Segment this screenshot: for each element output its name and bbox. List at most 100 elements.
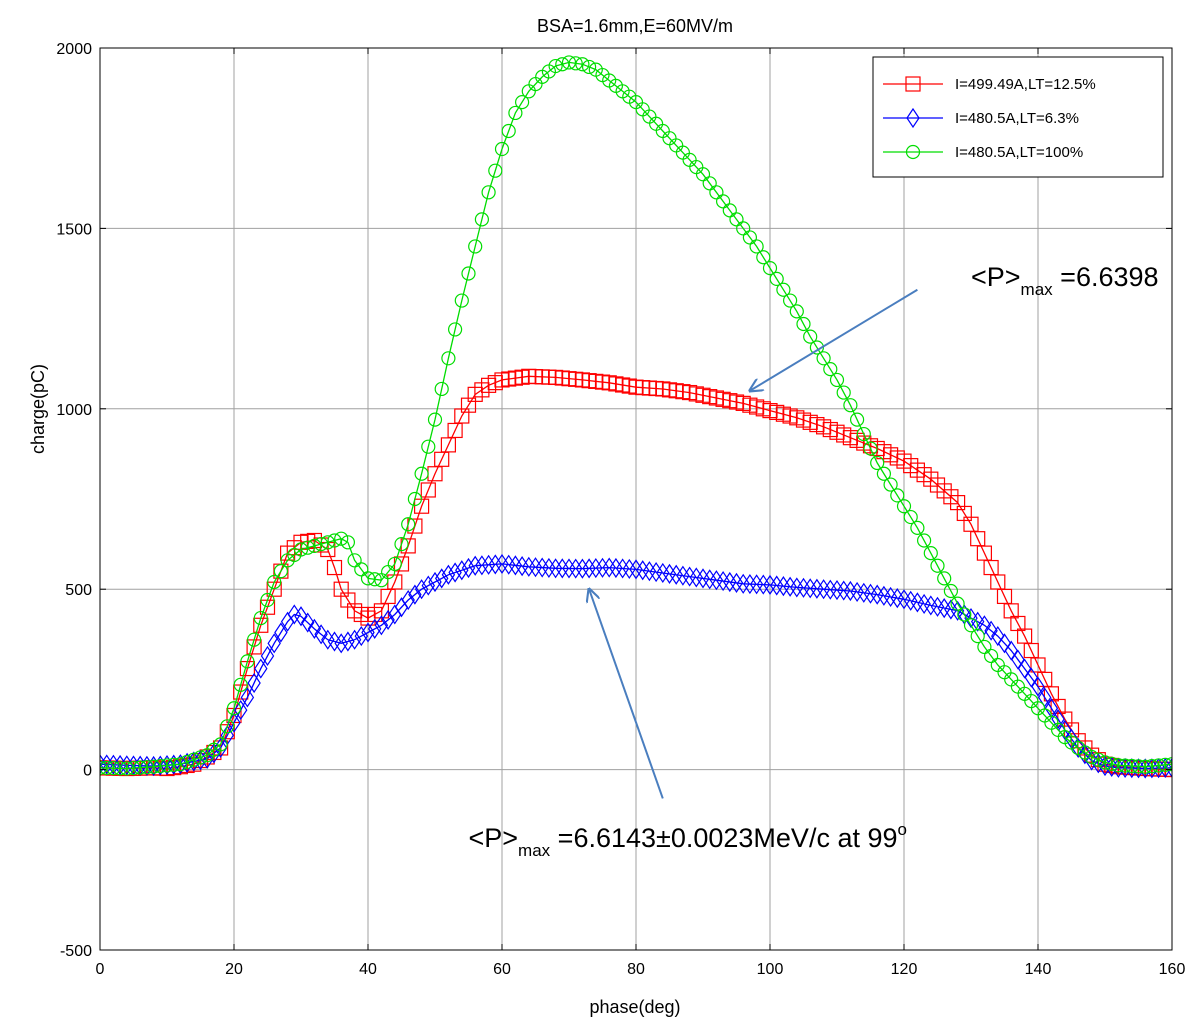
data-point <box>254 658 268 679</box>
legend-label: I=499.49A,LT=12.5% <box>955 76 1096 93</box>
data-point <box>749 239 764 254</box>
legend-box <box>872 56 1164 178</box>
data-point <box>488 163 503 178</box>
data-point <box>883 477 898 492</box>
data-point <box>782 293 798 308</box>
data-point <box>542 557 556 578</box>
x-tick-label: 60 <box>493 961 511 978</box>
data-point <box>414 466 429 481</box>
data-point <box>408 584 422 605</box>
data-point <box>394 536 409 552</box>
data-point <box>381 609 395 630</box>
data-point <box>763 574 777 595</box>
data-point <box>789 304 804 319</box>
data-point <box>709 185 724 200</box>
annotation-text: <P>max =6.6143±0.0023MeV/c at 99o <box>469 820 907 860</box>
data-point <box>213 737 228 759</box>
data-point <box>213 740 229 756</box>
series-1 <box>100 553 1172 779</box>
data-point <box>743 573 757 595</box>
data-point <box>240 654 255 669</box>
data-point <box>930 558 945 573</box>
data-point <box>314 536 329 552</box>
data-point <box>173 757 188 772</box>
annotation-arrow <box>589 589 664 799</box>
data-point <box>501 554 516 575</box>
data-point <box>943 583 959 599</box>
data-point <box>1131 758 1146 779</box>
data-point <box>1138 758 1152 779</box>
y-axis-label: charge(pC) <box>28 364 48 454</box>
data-point <box>454 293 469 308</box>
data-point <box>903 509 918 525</box>
data-point <box>896 499 912 514</box>
data-point <box>193 750 208 771</box>
data-point <box>273 564 288 579</box>
data-point <box>354 626 369 647</box>
data-point <box>548 558 563 579</box>
data-point <box>535 557 549 578</box>
legend-marker <box>905 76 921 92</box>
data-point <box>220 719 235 734</box>
data-point <box>461 266 476 281</box>
data-point <box>441 564 456 585</box>
chart-title: BSA=1.6mm,E=60MV/m <box>537 16 733 36</box>
ticks: 0 20 40 60 80 100 120 140 160-500050010001500200… <box>56 41 1185 978</box>
data-point <box>274 622 288 643</box>
data-point <box>300 540 315 555</box>
data-point <box>769 575 784 596</box>
data-point <box>1097 755 1113 770</box>
data-point <box>816 351 831 366</box>
data-point <box>561 55 577 70</box>
data-point <box>582 558 596 579</box>
y-tick-label: 500 <box>65 582 92 599</box>
data-point <box>240 687 255 708</box>
data-point <box>803 329 818 344</box>
x-axis-label: phase(deg) <box>589 997 680 1017</box>
data-point <box>836 580 851 601</box>
data-point <box>360 571 376 586</box>
data-point <box>756 250 771 265</box>
annotation-subscript: max <box>518 841 551 860</box>
data-point <box>950 600 965 621</box>
data-point <box>347 553 362 568</box>
data-point <box>420 482 436 498</box>
data-point <box>796 577 811 598</box>
data-point <box>762 260 778 276</box>
y-tick-label: 1000 <box>56 402 92 419</box>
x-tick-label: 160 <box>1159 961 1186 978</box>
data-point <box>441 351 456 366</box>
data-point <box>1091 752 1106 767</box>
data-point <box>374 615 389 636</box>
data-point <box>320 535 335 550</box>
data-point <box>736 573 750 594</box>
data-point <box>823 362 838 377</box>
x-tick-label: 40 <box>359 961 377 978</box>
y-tick-label: 0 <box>83 763 92 780</box>
data-point <box>695 167 711 182</box>
data-point <box>622 558 637 579</box>
data-point <box>615 558 630 579</box>
annotation-prefix: <P> <box>469 823 519 853</box>
data-point <box>1031 676 1045 697</box>
data-point <box>340 535 355 550</box>
data-point <box>923 546 938 561</box>
x-tick-label: 20 <box>225 961 243 978</box>
data-point <box>796 316 811 332</box>
annotation-blue: <P>max =6.6143±0.0023MeV/c at 99o <box>469 589 907 860</box>
data-point <box>876 466 892 481</box>
data-point <box>890 488 905 503</box>
data-point <box>354 562 369 577</box>
data-point <box>407 491 422 507</box>
data-point <box>522 556 536 577</box>
data-point <box>434 381 449 397</box>
legend-label: I=480.5A,LT=6.3% <box>955 110 1079 127</box>
data-point <box>186 752 201 767</box>
annotation-text: <P>max =6.6398 <box>971 262 1159 299</box>
data-point <box>494 141 510 157</box>
data-point <box>180 752 194 773</box>
data-point <box>293 542 309 557</box>
data-point <box>836 385 851 400</box>
data-point <box>830 580 844 601</box>
legend-label: I=480.5A,LT=100% <box>955 144 1083 161</box>
